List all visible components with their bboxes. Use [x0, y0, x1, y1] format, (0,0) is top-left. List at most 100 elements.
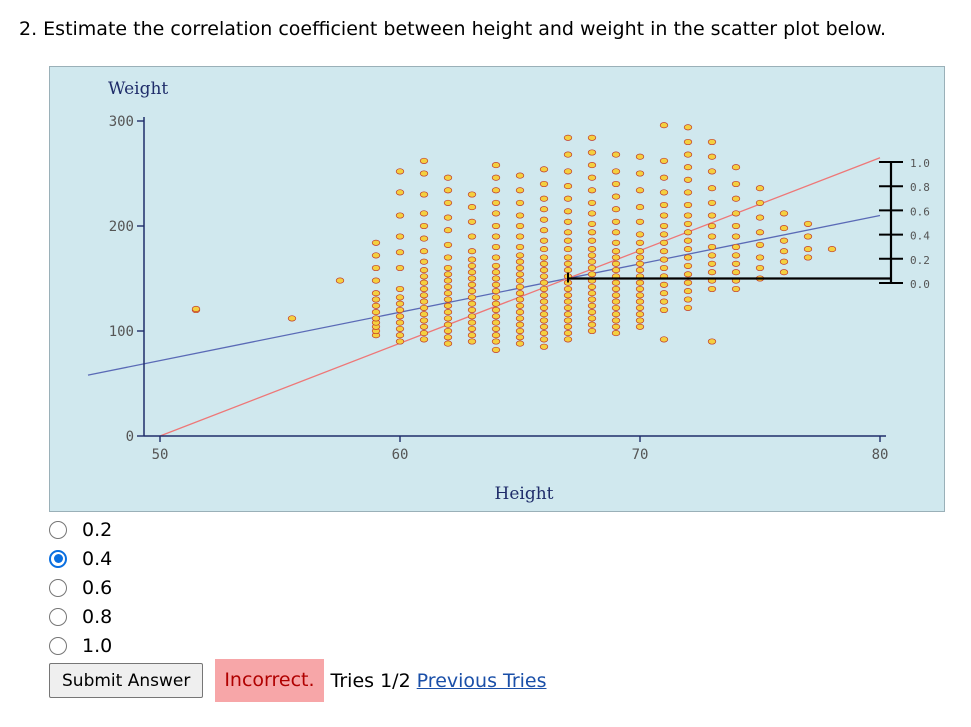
- data-point: [659, 231, 669, 238]
- radio-button[interactable]: [49, 636, 67, 655]
- data-point: [731, 164, 741, 171]
- radio-button[interactable]: [49, 520, 67, 539]
- data-point: [635, 231, 645, 238]
- data-point: [635, 239, 645, 246]
- data-point: [563, 246, 573, 253]
- choice-label: 0.4: [82, 547, 113, 570]
- data-point: [443, 340, 453, 347]
- data-point: [443, 283, 453, 290]
- data-point: [539, 267, 549, 274]
- data-point: [611, 260, 621, 267]
- data-point: [443, 254, 453, 261]
- data-point: [563, 260, 573, 267]
- data-point: [467, 262, 477, 269]
- data-point: [371, 277, 381, 284]
- data-point: [563, 151, 573, 158]
- data-point: [419, 285, 429, 293]
- data-point: [491, 325, 501, 332]
- data-point: [683, 212, 693, 219]
- choice-0-8[interactable]: 0.8: [49, 602, 112, 631]
- data-point: [443, 271, 453, 278]
- tries-counter: Tries 1/2: [330, 669, 411, 692]
- choice-0-4[interactable]: 0.4: [49, 544, 112, 573]
- data-point: [467, 332, 477, 339]
- data-point: [491, 281, 501, 288]
- choice-1-0[interactable]: 1.0: [49, 631, 112, 660]
- data-point: [491, 275, 501, 282]
- data-point: [491, 233, 501, 240]
- data-point: [467, 275, 477, 282]
- data-point: [539, 260, 549, 267]
- blue-fit-line: [87, 214, 881, 376]
- data-point: [371, 290, 381, 297]
- data-point: [587, 210, 597, 217]
- data-point: [587, 309, 597, 316]
- data-point: [635, 311, 645, 318]
- submit-answer-button[interactable]: Submit Answer: [49, 663, 204, 698]
- data-point: [779, 248, 789, 255]
- data-point: [467, 338, 477, 345]
- data-point: [395, 285, 405, 293]
- data-point: [683, 138, 693, 146]
- data-point: [539, 336, 549, 343]
- choice-0-2[interactable]: 0.2: [49, 515, 112, 544]
- data-point: [707, 138, 717, 146]
- data-point: [659, 157, 669, 164]
- data-point: [419, 317, 429, 324]
- data-point: [539, 279, 549, 286]
- data-point: [491, 254, 501, 261]
- previous-tries-link[interactable]: Previous Tries: [416, 669, 547, 692]
- radio-button[interactable]: [49, 578, 67, 597]
- data-point: [659, 248, 669, 255]
- data-point: [395, 264, 405, 272]
- data-point: [587, 220, 597, 227]
- data-point: [419, 292, 429, 299]
- data-point: [467, 248, 477, 255]
- data-point: [563, 208, 573, 215]
- corr-scale-label: 0.2: [910, 254, 930, 267]
- data-point: [563, 298, 573, 305]
- data-point: [659, 122, 669, 129]
- data-point: [587, 229, 597, 236]
- data-point: [395, 189, 405, 196]
- data-point: [443, 241, 453, 248]
- data-point: [419, 304, 429, 311]
- scatter-plot-svg: 300 200 100 0 50 60 70 80 Weight Height 1.0 0.8 0.6…: [87, 79, 930, 504]
- data-point: [539, 330, 549, 337]
- data-point: [515, 283, 525, 290]
- data-point: [515, 258, 525, 265]
- data-point: [467, 281, 477, 288]
- data-point: [515, 296, 525, 303]
- data-point: [563, 183, 573, 190]
- data-point: [611, 168, 621, 175]
- data-point: [419, 336, 429, 343]
- data-point: [515, 252, 525, 259]
- data-point: [731, 269, 741, 276]
- data-point: [635, 153, 645, 160]
- x-axis-label: Height: [495, 484, 554, 504]
- x-tick-label: 50: [152, 447, 169, 463]
- data-point: [611, 267, 621, 274]
- choice-0-6[interactable]: 0.6: [49, 573, 112, 602]
- radio-button[interactable]: [49, 607, 67, 626]
- data-point: [707, 199, 717, 206]
- data-point: [491, 306, 501, 314]
- data-point: [611, 330, 621, 337]
- data-point: [419, 298, 429, 305]
- choice-label: 0.2: [82, 518, 113, 541]
- data-point: [395, 332, 405, 339]
- data-point: [611, 317, 621, 324]
- data-point: [659, 201, 669, 209]
- data-point: [491, 300, 501, 307]
- data-point: [443, 321, 453, 328]
- data-point: [371, 252, 381, 259]
- y-tick-label: 100: [109, 324, 134, 340]
- data-point: [563, 267, 573, 274]
- data-point: [419, 258, 429, 265]
- data-point: [611, 285, 621, 293]
- radio-button[interactable]: [49, 549, 67, 568]
- data-point: [803, 233, 813, 240]
- data-point: [779, 258, 789, 265]
- data-point: [467, 218, 477, 225]
- data-point: [395, 233, 405, 240]
